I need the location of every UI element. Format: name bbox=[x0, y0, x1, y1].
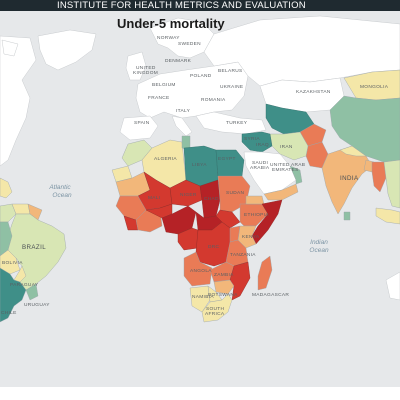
label-algeria: ALGERIA bbox=[154, 156, 177, 162]
country-balkans-turkey[interactable] bbox=[195, 111, 267, 135]
label-italy: ITALY bbox=[176, 108, 191, 114]
country-central-america[interactable] bbox=[0, 177, 13, 199]
label-uruguay: URUGUAY bbox=[24, 302, 50, 308]
label-belgium: BELGIUM bbox=[152, 82, 176, 88]
country-saudi-arabia[interactable] bbox=[243, 151, 297, 195]
country-namibia[interactable] bbox=[189, 285, 211, 313]
site-header: INSTITUTE FOR HEALTH METRICS AND EVALUAT… bbox=[0, 0, 400, 11]
label-india: INDIA bbox=[340, 175, 359, 182]
country-oman[interactable] bbox=[289, 165, 303, 185]
map-title-bar: Under-5 mortality bbox=[0, 11, 400, 36]
label-angola: ANGOLA bbox=[190, 268, 212, 274]
ocean-label-indian-1: Indian bbox=[310, 239, 328, 246]
country-north-america[interactable] bbox=[0, 35, 37, 167]
label-zambia: ZAMBIA bbox=[214, 272, 234, 278]
label-south-africa-1: SOUTH bbox=[206, 306, 225, 312]
label-sweden: SWEDEN bbox=[178, 41, 201, 47]
label-syria: SYRIA bbox=[244, 136, 260, 142]
label-ukraine: UKRAINE bbox=[220, 84, 243, 90]
label-brazil: BRAZIL bbox=[22, 244, 46, 251]
label-madagascar: MADAGASCAR bbox=[252, 292, 289, 298]
country-colombia[interactable] bbox=[0, 203, 17, 223]
choropleth-map[interactable]: Atlantic Ocean Indian Ocean NORWAY SWEDE… bbox=[0, 11, 400, 387]
label-sudan: SUDAN bbox=[226, 190, 245, 196]
country-sudan[interactable] bbox=[217, 175, 251, 213]
label-uae-1: UNITED ARAB bbox=[270, 162, 305, 168]
country-eritrea-djibouti[interactable] bbox=[245, 195, 265, 205]
label-paraguay: PARAGUAY bbox=[10, 282, 39, 288]
country-madagascar[interactable] bbox=[257, 255, 273, 291]
label-spain: SPAIN bbox=[134, 120, 150, 126]
institute-title: INSTITUTE FOR HEALTH METRICS AND EVALUAT… bbox=[57, 0, 306, 11]
label-libya: LIBYA bbox=[192, 162, 207, 168]
label-chile: CHILE bbox=[1, 310, 17, 316]
map-canvas[interactable]: Atlantic Ocean Indian Ocean NORWAY SWEDE… bbox=[0, 11, 400, 387]
country-uruguay[interactable] bbox=[25, 283, 39, 301]
country-scandinavia[interactable] bbox=[149, 17, 215, 59]
label-mongolia: MONGOLIA bbox=[360, 84, 389, 90]
label-france: FRANCE bbox=[148, 95, 170, 101]
label-bolivia: BOLIVIA bbox=[2, 260, 23, 266]
label-chad: CHAD bbox=[204, 196, 219, 202]
country-angola[interactable] bbox=[183, 251, 213, 287]
country-syria-iraq[interactable] bbox=[241, 131, 273, 153]
label-turkey: TURKEY bbox=[226, 120, 248, 126]
label-uae-2: EMIRATES bbox=[272, 167, 299, 173]
label-ethiopia: ETHIOPIA bbox=[244, 212, 269, 218]
label-norway: NORWAY bbox=[157, 35, 180, 41]
footer-strip bbox=[0, 387, 400, 400]
country-egypt[interactable] bbox=[215, 149, 245, 177]
label-iraq: IRAQ bbox=[256, 142, 269, 148]
country-nigeria[interactable] bbox=[161, 205, 197, 235]
country-italy[interactable] bbox=[171, 115, 193, 137]
ocean-label-atlantic-2: Ocean bbox=[52, 192, 72, 199]
label-egypt: EGYPT bbox=[218, 156, 236, 162]
country-peru[interactable] bbox=[0, 221, 13, 257]
country-europe-west[interactable] bbox=[135, 61, 249, 119]
country-paraguay[interactable] bbox=[13, 265, 27, 283]
label-united-kingdom-1: UNITED bbox=[136, 65, 156, 71]
label-botswana: BOTSWANA bbox=[208, 292, 238, 298]
label-iran: IRAN bbox=[280, 144, 293, 150]
label-drc: DRC bbox=[208, 244, 220, 250]
label-romania: ROMANIA bbox=[201, 97, 226, 103]
label-united-kingdom-2: KINGDOM bbox=[133, 70, 158, 76]
ocean-label-atlantic-1: Atlantic bbox=[48, 184, 71, 191]
country-zimbabwe[interactable] bbox=[213, 279, 235, 295]
label-saudi-1: SAUDI bbox=[252, 160, 268, 166]
country-se-asia[interactable] bbox=[383, 159, 400, 209]
label-kazakhstan: KAZAKHSTAN bbox=[296, 89, 331, 95]
label-poland: POLAND bbox=[190, 73, 212, 79]
country-south-africa[interactable] bbox=[201, 293, 233, 323]
country-nepal-bhutan[interactable] bbox=[339, 145, 367, 157]
map-title: Under-5 mortality bbox=[117, 16, 225, 31]
country-iberia[interactable] bbox=[119, 115, 159, 141]
country-iran[interactable] bbox=[269, 131, 309, 161]
country-yemen[interactable] bbox=[263, 183, 299, 201]
label-saudi-2: ARABIA bbox=[250, 165, 270, 171]
country-australia-edge[interactable] bbox=[385, 271, 400, 301]
country-chile-argentina[interactable] bbox=[0, 267, 27, 323]
label-namibia: NAMIBIA bbox=[192, 294, 214, 300]
country-greenland[interactable] bbox=[37, 29, 97, 71]
country-canada-islands[interactable] bbox=[1, 39, 19, 57]
country-indonesia[interactable] bbox=[375, 207, 400, 225]
country-sri-lanka[interactable] bbox=[343, 211, 351, 221]
label-kenya: KENYA bbox=[242, 234, 260, 240]
label-belarus: BELARUS bbox=[218, 68, 243, 74]
label-tanzania: TANZANIA bbox=[230, 252, 256, 258]
label-mali: MALI bbox=[148, 195, 160, 201]
country-uk-ireland[interactable] bbox=[125, 51, 147, 81]
label-niger: NIGER bbox=[180, 192, 197, 198]
country-burkina[interactable] bbox=[145, 203, 173, 219]
label-south-africa-2: AFRICA bbox=[205, 311, 225, 317]
label-denmark: DENMARK bbox=[165, 58, 192, 64]
ocean-label-indian-2: Ocean bbox=[309, 247, 329, 254]
